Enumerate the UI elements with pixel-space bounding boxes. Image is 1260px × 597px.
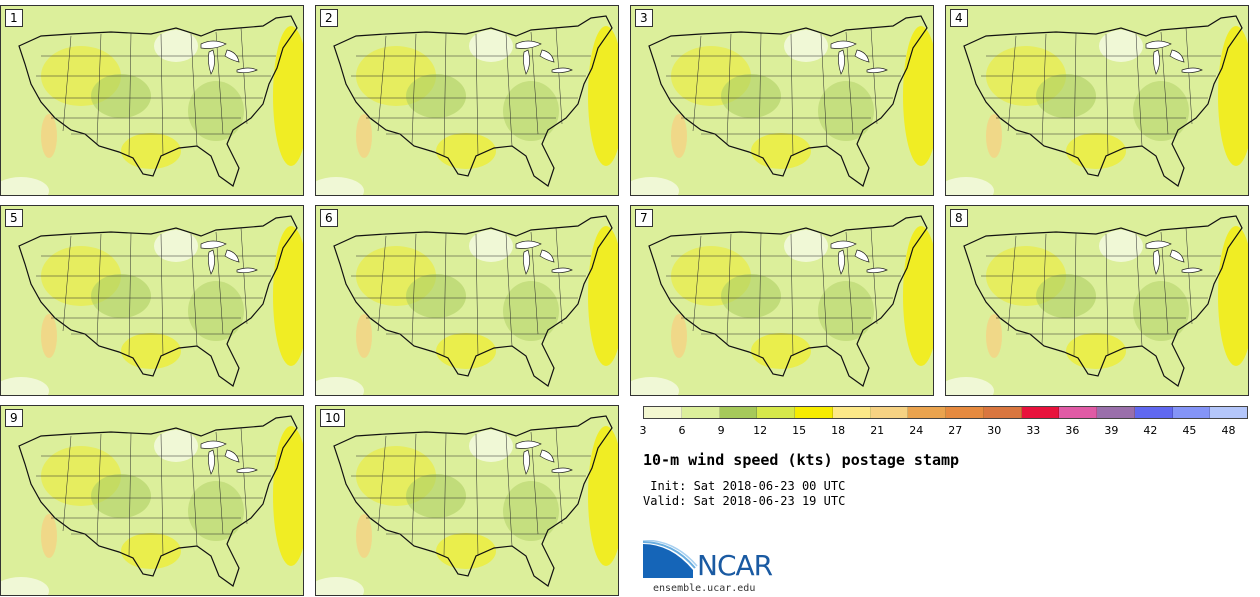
map-icon [316, 6, 618, 195]
legend-swatch [757, 407, 795, 418]
map-panel: 6 [315, 205, 619, 396]
legend-swatch [1134, 407, 1173, 418]
legend-swatch [1059, 407, 1097, 418]
legend-tick-label: 30 [987, 424, 1002, 437]
panel-number: 10 [320, 409, 346, 427]
panel-number: 1 [5, 9, 23, 27]
map-panel: 10 [315, 405, 619, 596]
legend-swatch [1172, 407, 1211, 418]
legend-swatch [870, 407, 909, 418]
legend-swatch [644, 407, 682, 418]
map-panel: 5 [0, 205, 304, 396]
map-icon [946, 206, 1248, 395]
map-panel: 4 [945, 5, 1249, 196]
legend-tick-label: 27 [948, 424, 963, 437]
map-panel: 3 [630, 5, 934, 196]
map-panel: 1 [0, 5, 304, 196]
ncar-logo-text: NCAR [697, 549, 773, 582]
map-icon [1, 206, 303, 395]
legend-tick-label: 12 [753, 424, 768, 437]
legend-tick-label: 39 [1104, 424, 1119, 437]
legend-tick-label: 6 [678, 424, 686, 437]
map-panel: 2 [315, 5, 619, 196]
legend-tick-label: 45 [1182, 424, 1197, 437]
map-icon [631, 206, 933, 395]
site-url: ensemble.ucar.edu [653, 583, 756, 594]
legend-swatch [832, 407, 871, 418]
panel-number: 9 [5, 409, 23, 427]
map-panel: 9 [0, 405, 304, 596]
legend-tick-label: 15 [792, 424, 807, 437]
legend-tick-label: 36 [1065, 424, 1080, 437]
legend-tick-label: 21 [870, 424, 885, 437]
legend-swatch [719, 407, 758, 418]
legend-swatch [983, 407, 1022, 418]
legend-tick-label: 48 [1221, 424, 1236, 437]
map-icon [1, 6, 303, 195]
legend-tick-label: 9 [717, 424, 725, 437]
chart-title: 10-m wind speed (kts) postage stamp [643, 451, 960, 469]
map-icon [316, 206, 618, 395]
map-icon [316, 406, 618, 595]
ncar-logo-icon [643, 540, 698, 578]
color-legend [643, 406, 1248, 419]
panel-number: 2 [320, 9, 338, 27]
legend-tick-label: 42 [1143, 424, 1158, 437]
panel-number: 6 [320, 209, 338, 227]
map-panel: 8 [945, 205, 1249, 396]
panel-number: 5 [5, 209, 23, 227]
panel-number: 7 [635, 209, 653, 227]
panel-number: 8 [950, 209, 968, 227]
legend-tick-label: 33 [1026, 424, 1041, 437]
init-time: Init: Sat 2018-06-23 00 UTC [643, 479, 846, 493]
legend-swatch [946, 407, 984, 418]
valid-time: Valid: Sat 2018-06-23 19 UTC [643, 494, 846, 508]
legend-swatch [1097, 407, 1135, 418]
panel-number: 4 [950, 9, 968, 27]
legend-tick-label: 3 [639, 424, 647, 437]
panel-number: 3 [635, 9, 653, 27]
legend-swatch [1210, 407, 1247, 418]
legend-swatch [1021, 407, 1060, 418]
map-icon [631, 6, 933, 195]
legend-tick-label: 24 [909, 424, 924, 437]
map-icon [946, 6, 1248, 195]
legend-swatch [908, 407, 946, 418]
map-icon [1, 406, 303, 595]
legend-swatch [795, 407, 833, 418]
legend-ticks: 3 6 9 12 15 18 21 24 27 30 33 36 39 42 45 48 [639, 424, 1248, 438]
map-panel: 7 [630, 205, 934, 396]
legend-swatch [681, 407, 720, 418]
legend-tick-label: 18 [831, 424, 846, 437]
